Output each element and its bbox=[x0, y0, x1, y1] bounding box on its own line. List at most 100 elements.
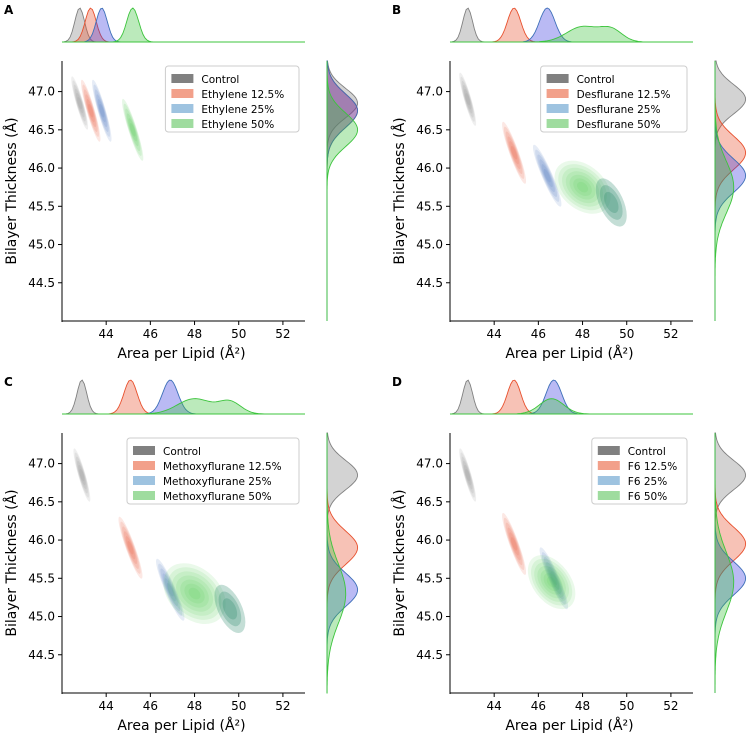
contour-level bbox=[543, 557, 564, 600]
top-density-s3 bbox=[450, 25, 693, 43]
top-density-s3 bbox=[62, 398, 305, 415]
density-contours bbox=[459, 448, 576, 610]
y-tick-label: 44.5 bbox=[416, 276, 443, 290]
x-tick-label: 48 bbox=[575, 699, 590, 713]
x-axis-label: Area per Lipid (Å²) bbox=[505, 717, 633, 734]
y-tick-label: 46.0 bbox=[416, 533, 443, 547]
y-tick-label: 44.5 bbox=[28, 648, 55, 662]
contour-level bbox=[464, 464, 472, 486]
contour-level bbox=[507, 136, 521, 170]
contour-level bbox=[74, 452, 90, 498]
contour-level bbox=[76, 92, 84, 114]
y-axis-label: Bilayer Thickness (Å) bbox=[391, 117, 408, 264]
contour-level bbox=[160, 568, 181, 612]
legend-label-s1: F6 12.5% bbox=[628, 461, 677, 473]
contour-level bbox=[129, 123, 136, 137]
y-tick-label: 47.0 bbox=[28, 457, 55, 471]
contour-level bbox=[78, 464, 86, 486]
panel-label: D bbox=[392, 375, 402, 389]
contour-level bbox=[465, 468, 471, 482]
contour-level bbox=[505, 522, 523, 566]
contour-level bbox=[550, 571, 558, 586]
panel-C: C 44 46 48 50 52 44.5 45.0 45.5 46.0 46.5 47.0 Area … bbox=[3, 375, 359, 734]
legend-swatch-s2 bbox=[546, 104, 569, 113]
contour-level bbox=[459, 72, 477, 126]
contour-level bbox=[465, 93, 471, 106]
contour-level bbox=[72, 80, 87, 126]
legend-swatch-s3 bbox=[133, 491, 155, 500]
legend-frame bbox=[164, 65, 300, 133]
contour-level bbox=[167, 567, 222, 620]
y-tick-label: 46.0 bbox=[28, 533, 55, 547]
contour-level bbox=[83, 89, 98, 133]
density-contours bbox=[459, 72, 627, 227]
x-tick-label: 50 bbox=[619, 699, 634, 713]
density-contours bbox=[73, 448, 246, 633]
right-marginal bbox=[326, 432, 359, 694]
x-tick-label: 46 bbox=[143, 327, 158, 341]
contour-level bbox=[82, 84, 100, 137]
legend-label-s3: Desflurane 50% bbox=[577, 119, 661, 131]
contour-level bbox=[539, 159, 555, 193]
legend: Control F6 12.5% F6 25% F6 50% bbox=[591, 437, 688, 505]
contour-level bbox=[464, 89, 472, 110]
contour-level bbox=[93, 84, 111, 137]
density-s2 bbox=[539, 547, 569, 610]
y-tick-label: 47.0 bbox=[416, 85, 443, 99]
contour-level bbox=[73, 84, 86, 122]
legend-label-s3: F6 50% bbox=[628, 491, 667, 503]
contour-level bbox=[510, 537, 518, 551]
contour-level bbox=[461, 80, 474, 118]
legend-swatch-s3 bbox=[171, 119, 194, 128]
contour-level bbox=[460, 76, 475, 122]
contour-level bbox=[85, 94, 97, 128]
contour-level bbox=[77, 460, 87, 490]
contour-level bbox=[532, 144, 562, 207]
x-tick-label: 50 bbox=[231, 327, 246, 341]
legend-label-s3: Ethylene 50% bbox=[201, 119, 274, 131]
contour-level bbox=[125, 108, 141, 152]
density-control bbox=[459, 448, 477, 502]
x-tick-label: 50 bbox=[231, 699, 246, 713]
contour-level bbox=[79, 468, 85, 482]
contour-level bbox=[509, 141, 519, 165]
y-tick-label: 44.5 bbox=[416, 648, 443, 662]
x-axis-label: Area per Lipid (Å²) bbox=[117, 717, 245, 734]
panel-D: D 44 46 48 50 52 44.5 45.0 45.5 46.0 46.5 47.0 Area … bbox=[391, 375, 747, 734]
contour-level bbox=[554, 160, 611, 214]
legend-label-s3: Methoxyflurane 50% bbox=[163, 491, 272, 503]
contour-level bbox=[462, 84, 473, 114]
contour-level bbox=[126, 113, 139, 147]
top-density-s2 bbox=[62, 7, 305, 43]
y-tick-label: 45.5 bbox=[28, 199, 55, 213]
legend-label-control: Control bbox=[201, 74, 239, 86]
top-marginal bbox=[449, 379, 693, 415]
legend-swatch-s2 bbox=[171, 104, 194, 113]
x-tick-label: 46 bbox=[531, 327, 546, 341]
legend-swatch-s1 bbox=[546, 89, 569, 98]
top-density-control bbox=[449, 379, 693, 415]
density-s2 bbox=[532, 144, 562, 207]
legend-swatch-s1 bbox=[133, 461, 155, 470]
y-tick-label: 46.0 bbox=[28, 161, 55, 175]
legend: Control Ethylene 12.5% Ethylene 25% Ethylen… bbox=[164, 65, 300, 133]
legend-swatch-control bbox=[597, 446, 620, 455]
top-density-s2 bbox=[450, 379, 693, 415]
contour-level bbox=[184, 583, 205, 604]
contour-level bbox=[527, 555, 576, 610]
legend-frame bbox=[126, 437, 300, 505]
legend-label-s1: Methoxyflurane 12.5% bbox=[163, 461, 282, 473]
legend-swatch-control bbox=[133, 446, 155, 455]
x-tick-label: 46 bbox=[143, 699, 158, 713]
contour-level bbox=[118, 516, 143, 579]
y-tick-label: 45.5 bbox=[416, 199, 443, 213]
y-tick-label: 45.0 bbox=[28, 610, 55, 624]
x-tick-label: 52 bbox=[663, 327, 678, 341]
right-density-s3 bbox=[326, 433, 347, 694]
legend: Control Desflurane 12.5% Desflurane 25% Des… bbox=[540, 65, 688, 133]
x-axis-label: Area per Lipid (Å²) bbox=[505, 345, 633, 362]
density-s3 bbox=[163, 563, 246, 633]
contour-level bbox=[546, 576, 557, 588]
contour-peak bbox=[599, 185, 623, 220]
